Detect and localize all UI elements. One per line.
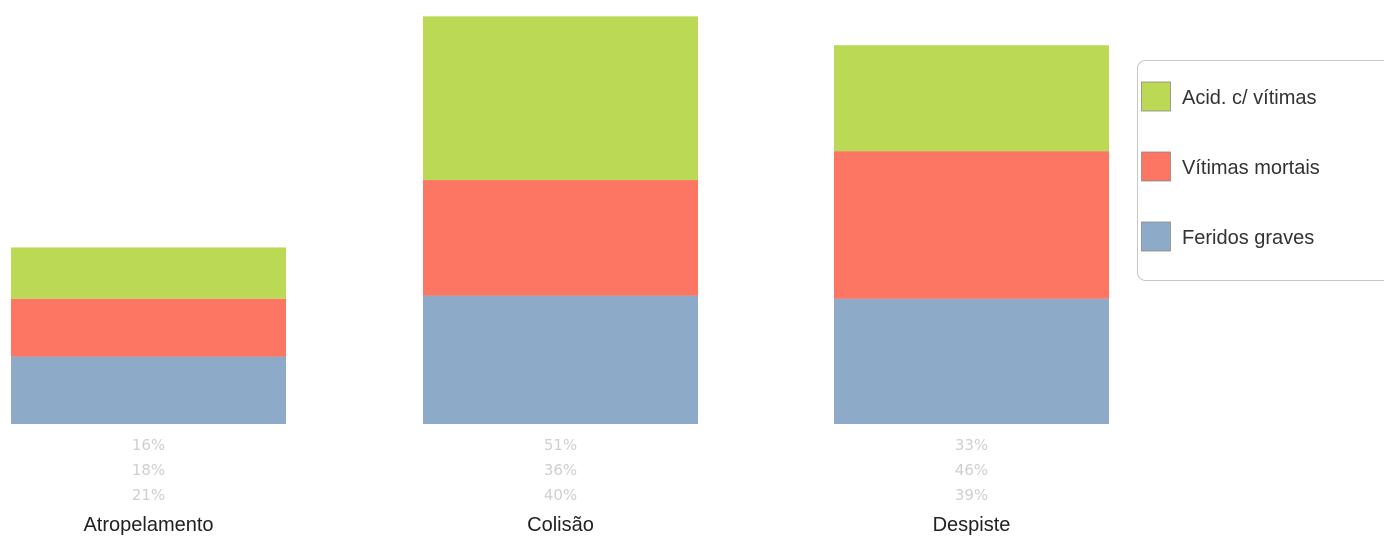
bar-segment-colisao-feridos-graves [423, 295, 698, 424]
value-label-despiste-vitimas-mortais: 46% [955, 461, 988, 479]
category-labels-layer: Atropelamento Colisão Despiste [83, 514, 1010, 536]
legend-items: Acid. c/ vítimas Vítimas mortais Feridos g… [1141, 81, 1320, 252]
bars-layer [11, 16, 1109, 424]
legend-label-vitimas-mortais: Vítimas mortais [1182, 157, 1320, 179]
value-label-despiste-feridos-graves: 39% [955, 486, 988, 504]
bar-segment-despiste-feridos-graves [834, 298, 1109, 424]
bar-segment-atropelamento-vitimas-mortais [11, 298, 286, 357]
value-label-despiste-acid-c-vitimas: 33% [955, 436, 988, 454]
bar-segment-atropelamento-feridos-graves [11, 356, 286, 424]
legend: Acid. c/ vítimas Vítimas mortais Feridos g… [1137, 60, 1384, 281]
value-label-atropelamento-vitimas-mortais: 18% [132, 461, 165, 479]
legend-swatch-acid-c-vitimas [1141, 81, 1171, 112]
legend-swatch-vitimas-mortais [1141, 151, 1171, 182]
bar-segment-colisao-vitimas-mortais [423, 180, 698, 296]
value-label-atropelamento-feridos-graves: 21% [132, 486, 165, 504]
value-label-colisao-acid-c-vitimas: 51% [544, 436, 577, 454]
value-label-atropelamento-acid-c-vitimas: 16% [132, 436, 165, 454]
value-label-colisao-vitimas-mortais: 36% [544, 461, 577, 479]
category-label-despiste: Despiste [933, 514, 1011, 536]
legend-swatch-feridos-graves [1141, 221, 1171, 252]
legend-frame [1137, 60, 1384, 281]
category-label-colisao: Colisão [527, 514, 594, 536]
bar-segment-despiste-acid-c-vitimas [834, 45, 1109, 152]
value-labels-layer: 16% 18% 21% 51% 36% 40% 33% 46% 39% [132, 436, 988, 504]
bar-segment-atropelamento-acid-c-vitimas [11, 247, 286, 299]
legend-label-acid-c-vitimas: Acid. c/ vítimas [1182, 87, 1316, 109]
legend-label-feridos-graves: Feridos graves [1182, 227, 1314, 249]
value-label-colisao-feridos-graves: 40% [544, 486, 577, 504]
bar-segment-colisao-acid-c-vitimas [423, 16, 698, 181]
bar-segment-despiste-vitimas-mortais [834, 151, 1109, 299]
category-label-atropelamento: Atropelamento [83, 514, 213, 536]
